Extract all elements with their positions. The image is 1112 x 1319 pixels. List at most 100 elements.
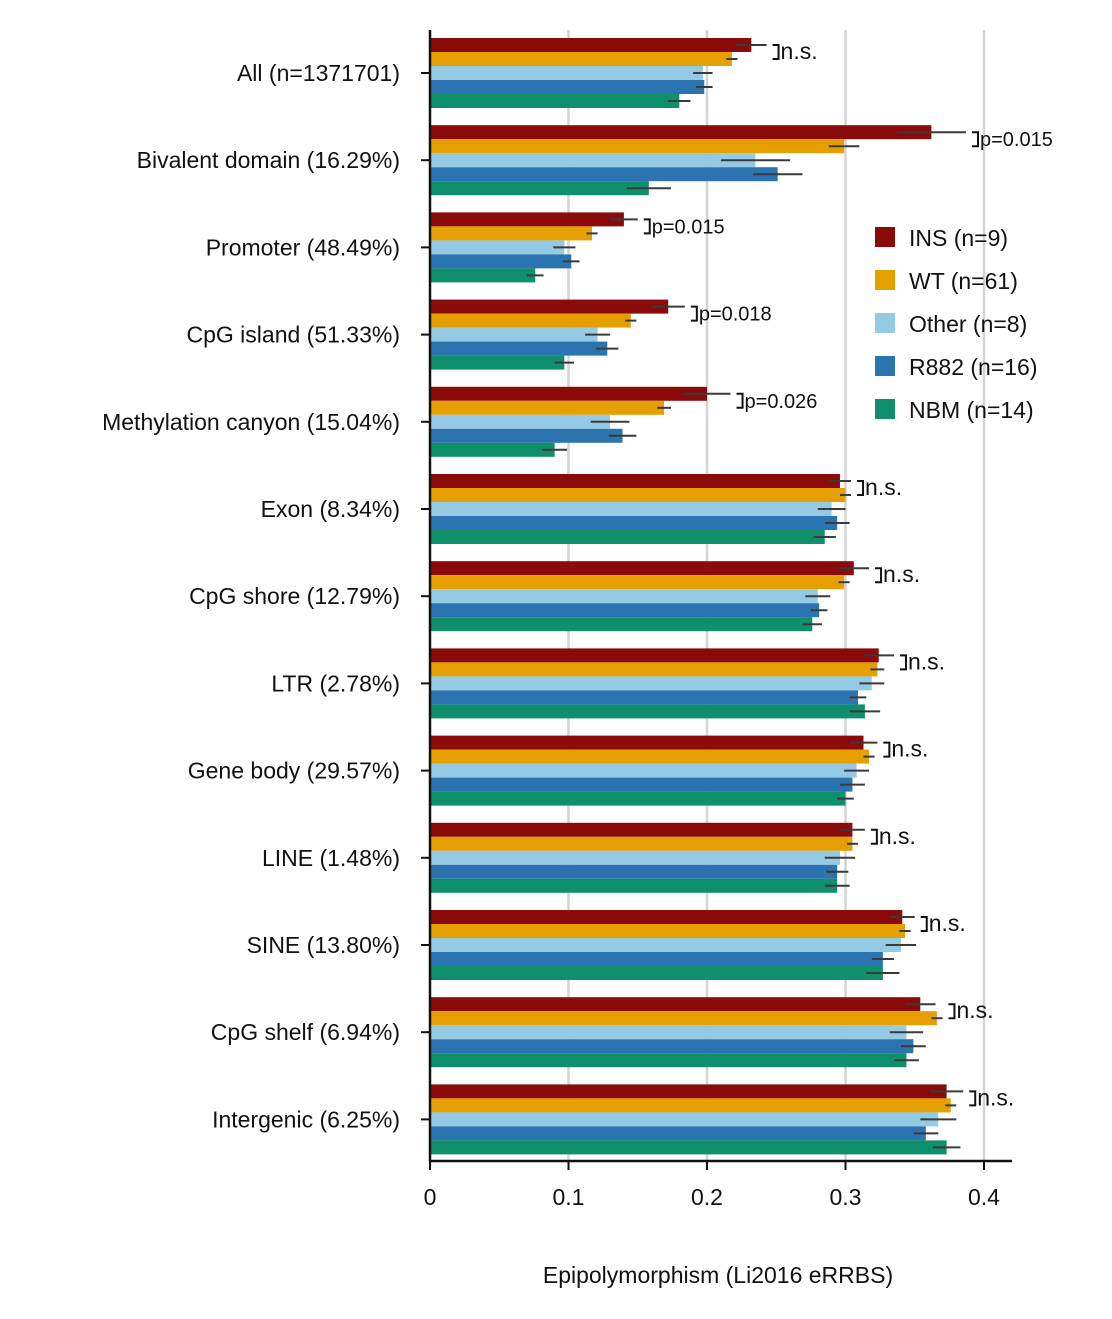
x-tick-label: 0.1 <box>553 1184 585 1210</box>
significance-label: n.s. <box>883 561 920 587</box>
bar <box>430 181 649 196</box>
bar <box>430 1098 951 1113</box>
bar <box>430 676 872 691</box>
bar <box>430 1084 947 1099</box>
bar <box>430 997 921 1012</box>
x-tick-label: 0 <box>424 1184 437 1210</box>
significance-label: p=0.015 <box>652 216 725 238</box>
y-tick-label: Exon (8.34%) <box>261 496 400 522</box>
significance-bracket <box>736 392 744 409</box>
bar <box>430 94 680 108</box>
y-tick-label: CpG shelf (6.94%) <box>211 1019 400 1045</box>
x-axis-label: Epipolymorphism (Li2016 eRRBS) <box>543 1262 893 1288</box>
y-tick-label: LTR (2.78%) <box>271 670 400 696</box>
significance-label: n.s. <box>956 997 993 1023</box>
bar <box>430 442 555 457</box>
bar <box>430 1112 939 1127</box>
significance-bracket <box>899 654 907 671</box>
bar <box>430 822 853 837</box>
bar <box>430 777 853 792</box>
bar <box>430 561 854 576</box>
bar <box>430 836 853 851</box>
axes <box>421 30 1012 1170</box>
bar <box>430 648 879 663</box>
significance-bracket <box>772 44 780 60</box>
bar <box>430 327 598 342</box>
y-tick-label: Methylation canyon (15.04%) <box>102 409 400 435</box>
bar <box>430 428 623 443</box>
legend-label: Other (n=8) <box>909 311 1027 337</box>
bar <box>430 735 864 750</box>
legend-label: WT (n=61) <box>909 268 1018 294</box>
significance-label: p=0.015 <box>980 129 1053 151</box>
significance-label: n.s. <box>865 474 902 500</box>
significance-bracket <box>857 480 865 496</box>
bar <box>430 589 818 604</box>
significance-bracket <box>971 131 979 148</box>
bar <box>430 313 631 328</box>
bar <box>430 617 813 632</box>
significance-bracket <box>870 828 878 845</box>
x-tick-label: 0.4 <box>968 1184 1000 1210</box>
legend-label: R882 (n=16) <box>909 354 1038 380</box>
bar <box>430 516 838 530</box>
x-tick-label: 0.3 <box>830 1184 862 1210</box>
legend-swatch <box>875 227 895 247</box>
significance-bracket <box>920 916 928 932</box>
bar <box>430 1025 907 1040</box>
bar <box>430 603 820 618</box>
bar <box>430 690 858 705</box>
bar <box>430 474 840 488</box>
legend-swatch <box>875 356 895 376</box>
bar <box>430 966 883 980</box>
significance-label: p=0.018 <box>699 304 772 326</box>
significance-bracket <box>643 218 651 235</box>
significance-label: n.s. <box>929 910 966 936</box>
bar <box>430 153 756 168</box>
bar <box>430 299 669 314</box>
y-tick-label: LINE (1.48%) <box>262 845 400 871</box>
bar <box>430 704 865 719</box>
bar <box>430 240 565 255</box>
bar <box>430 791 846 806</box>
bar <box>430 1126 926 1141</box>
bar <box>430 910 903 924</box>
bar <box>430 226 593 241</box>
bar <box>430 763 857 778</box>
significance-label: p=0.026 <box>745 391 818 413</box>
y-tick-label: SINE (13.80%) <box>247 932 400 958</box>
bar <box>430 530 825 544</box>
bar <box>430 341 608 356</box>
bar <box>430 938 901 952</box>
y-tick-label: CpG shore (12.79%) <box>189 583 400 609</box>
significance-bracket <box>690 305 698 322</box>
significance-bracket <box>875 567 883 584</box>
legend-swatch <box>875 399 895 419</box>
significance-label: n.s. <box>908 648 945 674</box>
x-tick-labels: 0 0.1 0.2 0.3 0.4 <box>424 1184 1001 1210</box>
bar <box>430 488 846 502</box>
bar <box>430 575 845 590</box>
bar <box>430 400 665 415</box>
y-tick-label: CpG island (51.33%) <box>187 322 401 348</box>
bar <box>430 1011 937 1026</box>
y-tick-label: All (n=1371701) <box>237 60 400 86</box>
bar <box>430 662 878 677</box>
y-tick-label: Gene body (29.57%) <box>188 758 400 784</box>
bar <box>430 924 906 938</box>
bar <box>430 386 707 401</box>
bar <box>430 167 778 182</box>
bar <box>430 878 838 893</box>
legend-swatch <box>875 313 895 333</box>
bar <box>430 952 883 966</box>
significance-annotations: n.s. p=0.015 p=0.015 p=0.018 p=0.026 n.s. n.s.… <box>643 38 1053 1110</box>
bar <box>430 125 932 140</box>
significance-label: n.s. <box>879 823 916 849</box>
legend-label: INS (n=9) <box>909 225 1008 251</box>
significance-label: n.s. <box>977 1084 1014 1110</box>
bar <box>430 80 705 94</box>
y-tick-labels: All (n=1371701) Bivalent domain (16.29%) P… <box>102 60 400 1132</box>
bar <box>430 850 840 865</box>
x-tick-label: 0.2 <box>691 1184 723 1210</box>
